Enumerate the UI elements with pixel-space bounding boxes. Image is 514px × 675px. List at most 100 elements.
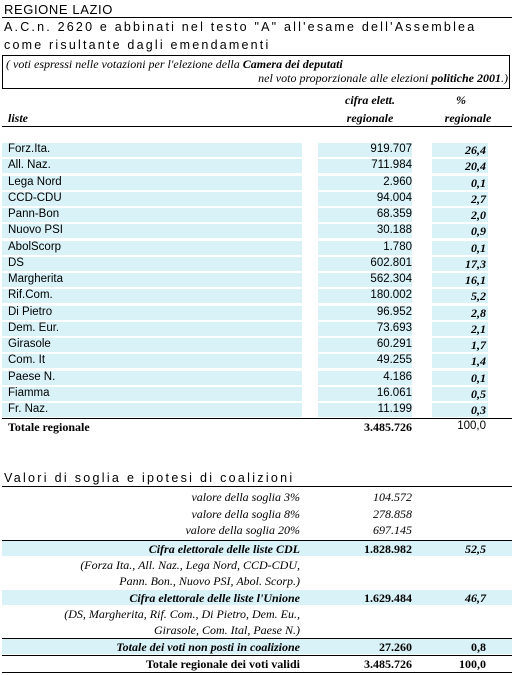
list-value: 49.255 bbox=[376, 354, 412, 367]
row-highlight bbox=[318, 175, 412, 190]
list-pct: 0,1 bbox=[471, 240, 486, 255]
table-row: DS 602.801 17,3 bbox=[0, 256, 514, 272]
soglia-8-value: 278.858 bbox=[373, 507, 412, 521]
row-highlight bbox=[432, 338, 488, 352]
row-highlight bbox=[2, 240, 302, 255]
list-pct: 1,7 bbox=[471, 338, 486, 352]
note-line-2: nel voto proporzionale alle elezioni pol… bbox=[258, 71, 508, 85]
validi-pct: 100,0 bbox=[459, 657, 486, 671]
table-row: AbolScorp 1.780 0,1 bbox=[0, 240, 514, 256]
list-name: DS bbox=[8, 256, 24, 269]
row-highlight bbox=[2, 354, 302, 369]
total-top-line bbox=[2, 418, 512, 420]
document-subtitle: come risultante dagli emendamenti bbox=[4, 38, 271, 52]
row-highlight bbox=[318, 370, 412, 385]
row-highlight bbox=[432, 208, 488, 222]
note-line-1: ( voti espressi nelle votazioni per l'el… bbox=[6, 57, 343, 71]
list-pct: 2,1 bbox=[471, 321, 486, 336]
list-pct: 2,0 bbox=[471, 208, 486, 222]
col-header-cifra-1: cifra elett. bbox=[345, 93, 395, 107]
list-pct: 16,1 bbox=[465, 273, 486, 287]
row-highlight bbox=[432, 305, 488, 320]
list-pct: 1,4 bbox=[471, 354, 486, 369]
cdl-row-highlight bbox=[2, 541, 512, 556]
row-highlight bbox=[2, 159, 302, 174]
row-highlight bbox=[318, 191, 412, 206]
list-value: 919.707 bbox=[370, 143, 412, 155]
list-value: 4.186 bbox=[383, 370, 412, 383]
list-pct: 2,8 bbox=[471, 305, 486, 320]
note-box bbox=[2, 55, 510, 89]
cdl-note-1: (Forza Ita., All. Naz., Lega Nord, CCD-C… bbox=[80, 558, 300, 572]
list-name: Fiamma bbox=[8, 386, 50, 399]
soglia-20-label: valore della soglia 20% bbox=[185, 523, 300, 537]
table-row: Fiamma 16.061 0,5 bbox=[0, 386, 514, 402]
list-name: Com. It bbox=[8, 354, 46, 367]
list-pct: 17,3 bbox=[465, 256, 486, 271]
table-row: CCD-CDU 94.004 2,7 bbox=[0, 191, 514, 207]
region-title: REGIONE LAZIO bbox=[4, 2, 113, 17]
list-name: Paese N. bbox=[8, 370, 56, 383]
unione-note-1: (DS, Margherita, Rif. Com., Di Pietro, D… bbox=[64, 607, 300, 621]
unione-note-2: Girasole, Com. Ital, Paese N.) bbox=[154, 623, 300, 637]
table-row: Girasole 60.291 1,7 bbox=[0, 337, 514, 353]
soglia-3-label: valore della soglia 3% bbox=[191, 490, 300, 504]
list-value: 11.199 bbox=[377, 403, 412, 415]
row-highlight bbox=[432, 273, 488, 287]
list-value: 180.002 bbox=[370, 289, 412, 302]
list-name: CCD-CDU bbox=[8, 191, 62, 204]
row-highlight bbox=[318, 240, 412, 255]
validi-bottom-line bbox=[2, 672, 512, 673]
nonposti-label: Totale dei voti non posti in coalizione bbox=[116, 640, 300, 654]
row-highlight bbox=[318, 305, 412, 320]
row-highlight bbox=[432, 159, 488, 174]
list-value: 73.693 bbox=[376, 321, 412, 334]
table-row: Di Pietro 96.952 2,8 bbox=[0, 305, 514, 321]
table-row: Nuovo PSI 30.188 0,9 bbox=[0, 223, 514, 239]
cdl-label: Cifra elettorale delle liste CDL bbox=[148, 542, 300, 556]
cdl-pct: 52,5 bbox=[465, 542, 486, 556]
list-name: Fr. Naz. bbox=[8, 403, 49, 415]
total-pct: 100,0 bbox=[457, 420, 486, 433]
row-highlight bbox=[318, 386, 412, 401]
row-highlight bbox=[2, 321, 302, 336]
row-highlight bbox=[318, 289, 412, 304]
row-highlight bbox=[318, 208, 412, 222]
unione-label: Cifra elettorale delle liste l'Unione bbox=[129, 591, 300, 605]
list-pct: 0,9 bbox=[471, 224, 486, 239]
list-pct: 0,5 bbox=[471, 386, 486, 401]
list-value: 30.188 bbox=[376, 224, 412, 237]
row-highlight bbox=[432, 403, 488, 417]
row-highlight bbox=[2, 338, 302, 352]
list-pct: 0,3 bbox=[471, 403, 486, 417]
row-highlight bbox=[432, 240, 488, 255]
row-highlight bbox=[432, 386, 488, 401]
col-header-pct-2: regionale bbox=[444, 111, 492, 125]
list-value: 1.780 bbox=[383, 240, 412, 253]
row-highlight bbox=[318, 273, 412, 287]
list-value: 16.061 bbox=[376, 386, 412, 399]
unione-pct: 46,7 bbox=[465, 591, 486, 605]
nonposti-row-highlight bbox=[2, 639, 512, 654]
row-highlight bbox=[2, 305, 302, 320]
row-highlight bbox=[318, 321, 412, 336]
row-highlight bbox=[2, 191, 302, 206]
row-highlight bbox=[2, 175, 302, 190]
list-value: 60.291 bbox=[376, 338, 412, 350]
section-divider bbox=[2, 486, 512, 487]
table-row: Pann-Bon 68.359 2,0 bbox=[0, 207, 514, 223]
list-value: 2.960 bbox=[383, 175, 412, 188]
header-divider bbox=[2, 126, 512, 127]
row-highlight bbox=[318, 354, 412, 369]
row-highlight bbox=[432, 289, 488, 304]
col-header-cifra-2: regionale bbox=[346, 111, 394, 125]
list-name: Lega Nord bbox=[8, 175, 62, 188]
row-highlight bbox=[2, 403, 302, 417]
nonposti-top-line bbox=[2, 638, 512, 639]
list-pct: 2,7 bbox=[471, 191, 486, 206]
list-pct: 20,4 bbox=[465, 159, 486, 174]
soglia-20-value: 697.145 bbox=[373, 523, 412, 537]
soglia-8-label: valore della soglia 8% bbox=[191, 507, 300, 521]
list-pct: 0,1 bbox=[471, 175, 486, 190]
cdl-value: 1.828.982 bbox=[364, 542, 412, 556]
